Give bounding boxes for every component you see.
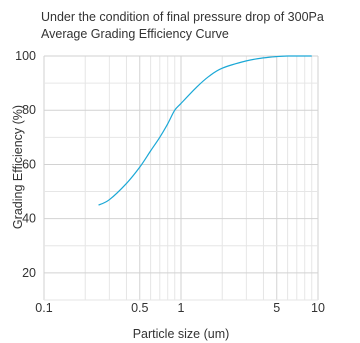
y-tick-label: 100 (15, 49, 36, 63)
y-tick-label: 60 (22, 157, 36, 171)
x-tick-label: 5 (273, 301, 280, 315)
grid (43, 55, 319, 301)
y-axis-label: Grading Efficiency (%) (11, 105, 25, 229)
y-tick-label: 40 (22, 212, 36, 226)
x-tick-label: 10 (311, 301, 325, 315)
chart-title-line-2: Average Grading Efficiency Curve (41, 27, 229, 41)
x-tick-label: 0.1 (35, 301, 52, 315)
y-tick-label: 20 (22, 266, 36, 280)
x-tick-label: 0.5 (131, 301, 148, 315)
series-line-0 (98, 55, 312, 206)
y-tick-label: 80 (22, 103, 36, 117)
chart-title-line-1: Under the condition of final pressure dr… (41, 10, 324, 24)
x-tick-label: 1 (178, 301, 185, 315)
tick-labels: 20 40 60 80 100 0.1 0.5 1 5 10 (15, 49, 325, 315)
series-lines (98, 55, 312, 206)
x-axis-label: Particle size (um) (133, 327, 230, 341)
